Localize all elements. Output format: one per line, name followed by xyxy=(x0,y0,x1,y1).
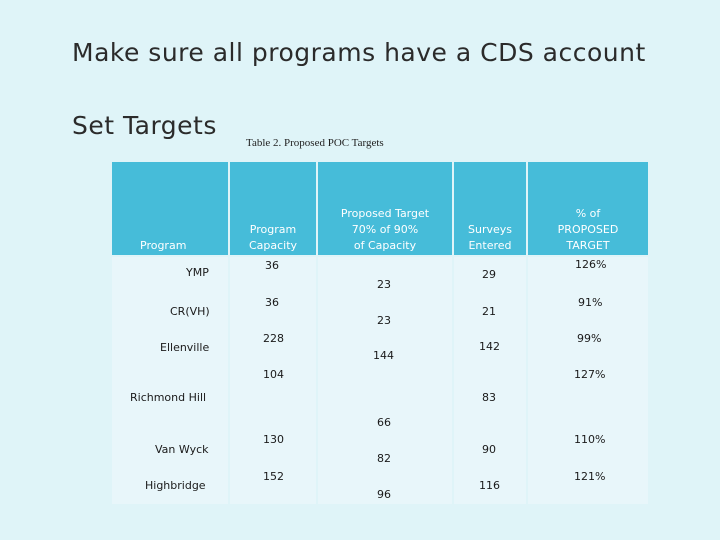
bullet-item-1: Make sure all programs have a CDS accoun… xyxy=(22,38,646,67)
row-capacity: 228 xyxy=(263,332,284,345)
row-capacity: 130 xyxy=(263,433,284,446)
row-program: CR(VH) xyxy=(170,305,210,318)
row-capacity: 36 xyxy=(265,296,279,309)
row-surveys: 116 xyxy=(479,479,500,492)
capacity-column xyxy=(230,257,316,504)
header-capacity: Program Capacity xyxy=(248,223,298,252)
row-target: 96 xyxy=(377,488,391,501)
header-target: Proposed Target 70% of 90% of Capacity xyxy=(340,207,430,252)
row-surveys: 90 xyxy=(482,443,496,456)
row-surveys: 29 xyxy=(482,268,496,281)
table-caption: Table 2. Proposed POC Targets xyxy=(246,137,384,149)
bullet-text-1: Make sure all programs have a CDS accoun… xyxy=(72,38,646,67)
row-target: 144 xyxy=(373,349,394,362)
row-capacity: 36 xyxy=(265,259,279,272)
row-percent: 91% xyxy=(578,296,603,309)
header-surveys: Surveys Entered xyxy=(468,223,512,252)
row-program: Van Wyck xyxy=(155,443,209,456)
target-column xyxy=(318,257,452,504)
row-program: YMP xyxy=(186,266,209,279)
row-program: Ellenville xyxy=(160,341,210,354)
percent-column xyxy=(528,257,648,504)
row-percent: 127% xyxy=(574,368,606,381)
row-percent: 126% xyxy=(575,258,607,271)
header-capacity-cell: Program Capacity xyxy=(230,162,316,255)
row-program: Richmond Hill xyxy=(130,391,207,404)
surveys-column xyxy=(454,257,526,504)
row-target: 23 xyxy=(377,314,391,327)
row-surveys: 142 xyxy=(479,340,500,353)
row-percent: 121% xyxy=(574,470,606,483)
row-capacity: 104 xyxy=(263,368,284,381)
bullet-text-2: Set Targets xyxy=(72,111,217,140)
header-program: Program xyxy=(140,239,187,252)
row-percent: 99% xyxy=(577,332,602,345)
row-capacity: 152 xyxy=(263,470,284,483)
header-surveys-cell: Surveys Entered xyxy=(454,162,526,255)
row-target: 82 xyxy=(377,452,391,465)
row-surveys: 21 xyxy=(482,305,496,318)
program-column xyxy=(112,257,228,504)
header-program-cell: Program xyxy=(112,162,228,255)
header-percent-cell: % of PROPOSED TARGET xyxy=(528,162,648,255)
header-target-cell: Proposed Target 70% of 90% of Capacity xyxy=(318,162,452,255)
bullet-item-2: Set Targets xyxy=(22,111,217,140)
row-target: 66 xyxy=(377,416,391,429)
header-percent: % of PROPOSED TARGET xyxy=(557,207,619,252)
row-percent: 110% xyxy=(574,433,606,446)
row-surveys: 83 xyxy=(482,391,496,404)
row-target: 23 xyxy=(377,278,391,291)
row-program: Highbridge xyxy=(145,479,206,492)
